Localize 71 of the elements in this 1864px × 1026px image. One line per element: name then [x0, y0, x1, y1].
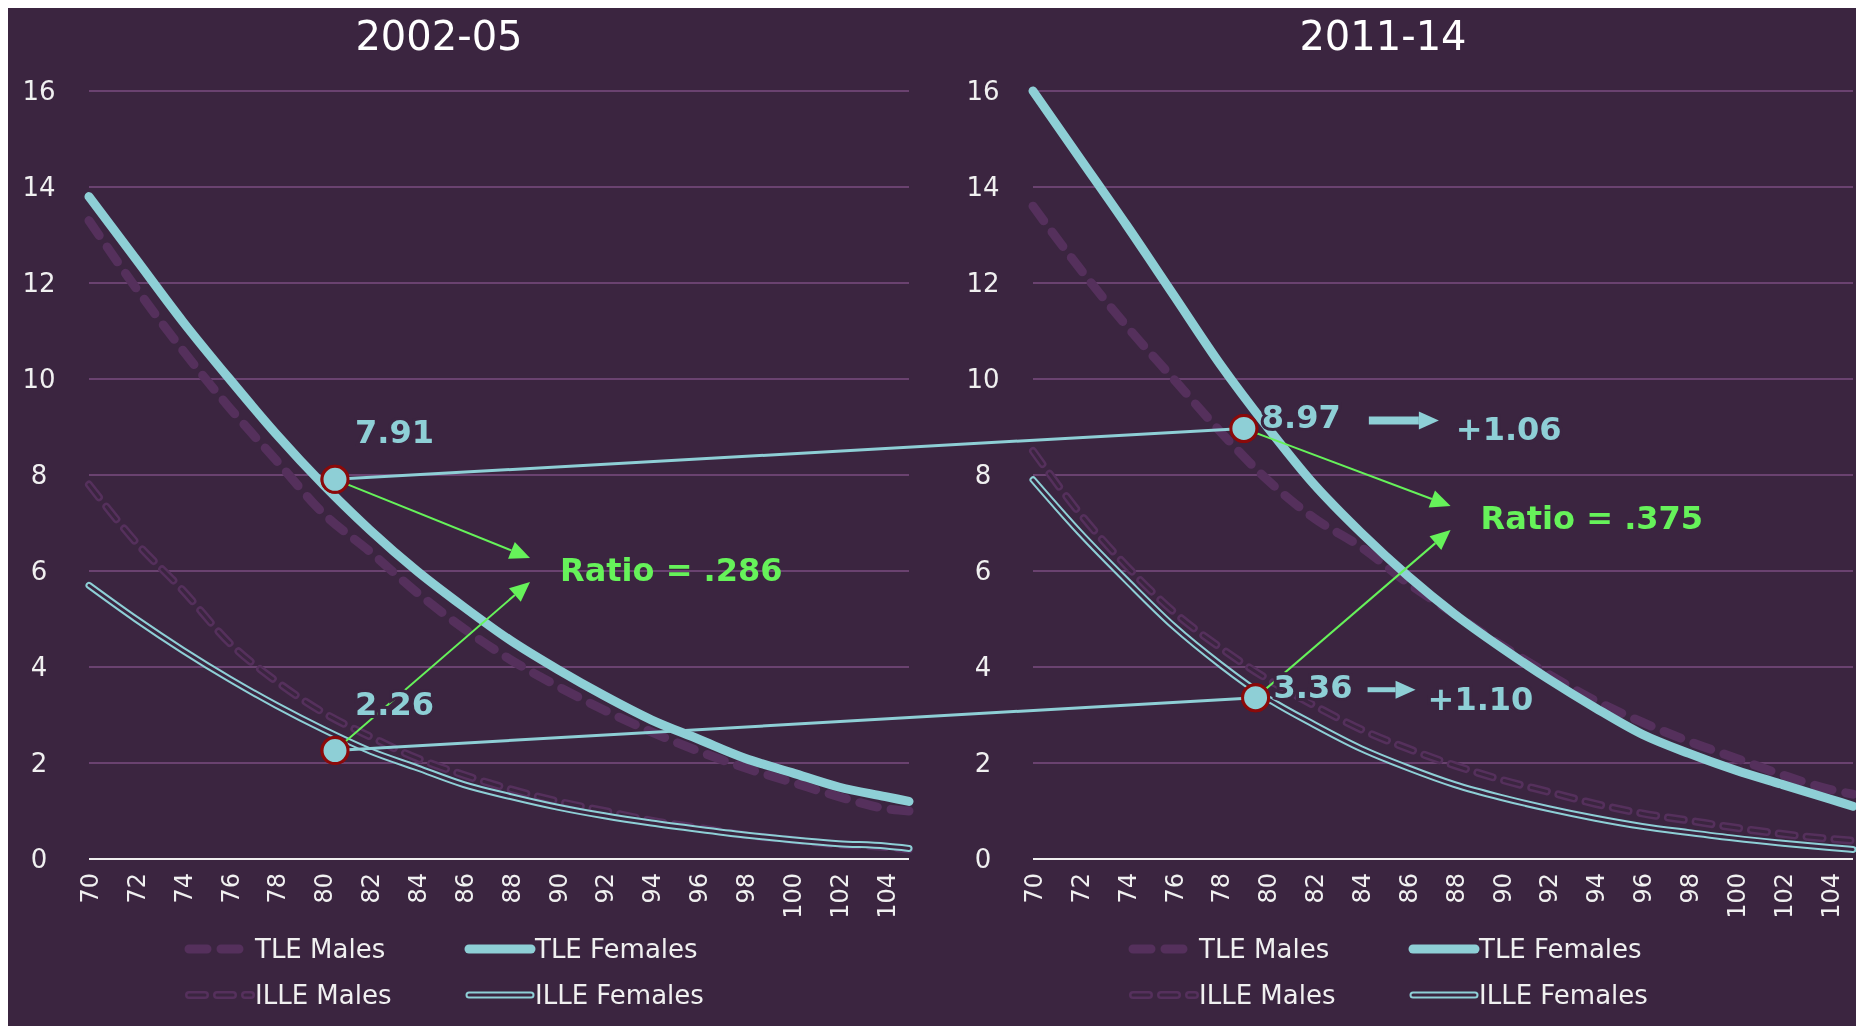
- y-tick-label: 14: [22, 172, 56, 202]
- y-tick-label: 2: [974, 748, 992, 778]
- x-tick-label: 88: [497, 873, 526, 904]
- y-tick-label: 6: [974, 556, 992, 586]
- x-tick-label: 90: [1488, 873, 1517, 904]
- y-tick-label: 12: [966, 268, 1000, 298]
- x-tick-label: 98: [732, 873, 760, 904]
- x-tick-label: 80: [310, 873, 339, 904]
- y-tick-label: 14: [966, 172, 1000, 202]
- x-tick-label: 70: [1020, 873, 1048, 904]
- x-tick-label: 78: [263, 873, 292, 904]
- x-tick-label: 84: [404, 873, 432, 904]
- legend-label: TLE Males: [254, 934, 386, 964]
- legend-label: ILLE Males: [255, 980, 392, 1010]
- y-tick-label: 12: [22, 268, 56, 298]
- x-tick-label: 96: [1629, 873, 1658, 904]
- x-tick-label: 88: [1441, 873, 1470, 904]
- x-tick-label: 94: [1582, 873, 1611, 904]
- chart-title: 2011-14: [1299, 13, 1467, 59]
- legend-label: ILLE Females: [535, 980, 704, 1010]
- chart-title: 2002-05: [355, 13, 523, 59]
- data-label: 7.91: [355, 413, 434, 452]
- x-tick-label: 100: [778, 873, 807, 919]
- x-tick-label: 104: [872, 873, 901, 919]
- y-tick-label: 8: [974, 460, 992, 490]
- legend-label: TLE Females: [534, 934, 698, 964]
- y-tick-label: 16: [966, 76, 1000, 106]
- x-tick-label: 92: [591, 873, 620, 904]
- y-tick-label: 10: [22, 364, 56, 394]
- x-tick-label: 86: [1394, 873, 1423, 904]
- y-tick-label: 10: [966, 364, 1000, 394]
- y-tick-label: 0: [974, 844, 992, 874]
- x-tick-label: 74: [1113, 873, 1142, 904]
- x-tick-label: 72: [122, 873, 151, 904]
- annotation: +1.10: [1427, 679, 1534, 718]
- legend-label: TLE Males: [1198, 934, 1330, 964]
- x-tick-label: 100: [1722, 873, 1751, 919]
- legend-label: TLE Females: [1478, 934, 1642, 964]
- x-tick-label: 102: [825, 873, 854, 919]
- x-tick-label: 72: [1066, 873, 1095, 904]
- legend-label: ILLE Females: [1479, 980, 1648, 1010]
- x-tick-label: 82: [1301, 873, 1330, 904]
- x-tick-label: 104: [1816, 873, 1845, 919]
- x-tick-label: 84: [1348, 873, 1376, 904]
- x-tick-label: 98: [1676, 873, 1704, 904]
- x-tick-label: 102: [1769, 873, 1798, 919]
- y-tick-label: 16: [22, 76, 56, 106]
- data-label: 3.36: [1273, 667, 1353, 706]
- x-tick-label: 86: [450, 873, 479, 904]
- x-tick-label: 78: [1207, 873, 1236, 904]
- legend-label: ILLE Males: [1199, 980, 1336, 1010]
- y-tick-label: 6: [30, 556, 48, 586]
- x-tick-label: 80: [1254, 873, 1283, 904]
- y-tick-label: 8: [30, 460, 48, 490]
- x-tick-label: 92: [1535, 873, 1564, 904]
- x-tick-label: 90: [544, 873, 573, 904]
- x-tick-label: 82: [357, 873, 386, 904]
- annotation: Ratio = .286: [560, 550, 783, 589]
- y-tick-label: 2: [30, 748, 48, 778]
- x-tick-label: 76: [216, 873, 245, 904]
- x-tick-label: 96: [685, 873, 714, 904]
- y-tick-label: 4: [974, 652, 992, 682]
- annotation: +1.06: [1455, 410, 1562, 449]
- x-tick-label: 76: [1160, 873, 1189, 904]
- y-tick-label: 0: [30, 844, 48, 874]
- x-tick-label: 70: [76, 873, 104, 904]
- x-tick-label: 94: [638, 873, 667, 904]
- annotation: Ratio = .375: [1480, 499, 1704, 538]
- y-tick-label: 4: [30, 652, 48, 682]
- x-tick-label: 74: [169, 873, 198, 904]
- data-label: 8.97: [1261, 398, 1341, 437]
